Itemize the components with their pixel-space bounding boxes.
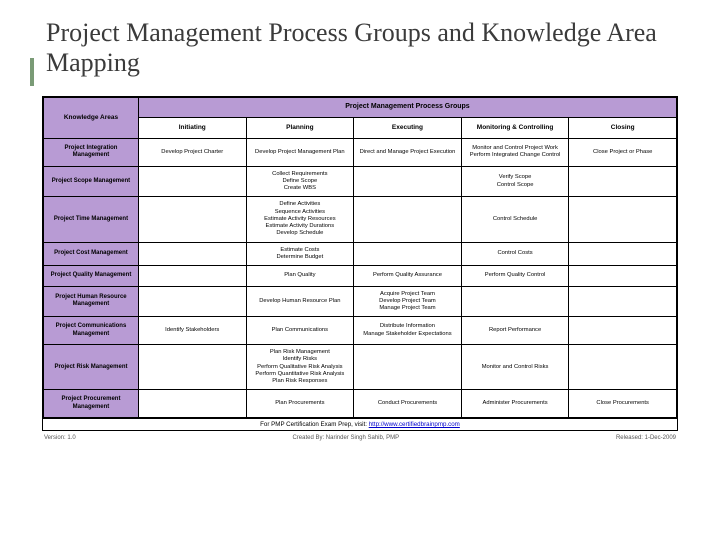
process-cell: Monitor and Control Project Work Perform…: [461, 138, 569, 166]
process-cell: Develop Project Charter: [138, 138, 246, 166]
process-cell: [138, 390, 246, 418]
process-cell: [569, 317, 677, 345]
table-row: Project Risk Management Plan Risk Managem…: [44, 345, 677, 390]
process-cell: Collect Requirements Define Scope Create…: [246, 166, 354, 197]
process-cell: [569, 345, 677, 390]
process-cell: Close Procurements: [569, 390, 677, 418]
pg-monitoring: Monitoring & Controlling: [461, 117, 569, 138]
process-cell: Estimate Costs Determine Budget: [246, 242, 354, 265]
process-cell: [569, 242, 677, 265]
process-cell: Acquire Project Team Develop Project Tea…: [354, 286, 462, 317]
table-row: Project Scope Management Collect Requirem…: [44, 166, 677, 197]
knowledge-areas-header: Knowledge Areas: [44, 97, 139, 138]
process-cell: [569, 286, 677, 317]
process-cell: Control Schedule: [461, 197, 569, 242]
process-cell: [354, 197, 462, 242]
process-cell: Administer Procurements: [461, 390, 569, 418]
version-text: Version: 1.0: [44, 435, 76, 441]
knowledge-area-cell: Project Communications Management: [44, 317, 139, 345]
process-cell: Control Costs: [461, 242, 569, 265]
knowledge-area-cell: Project Procurement Management: [44, 390, 139, 418]
table-row: Project Human Resource Management Develop…: [44, 286, 677, 317]
process-cell: Report Performance: [461, 317, 569, 345]
knowledge-area-cell: Project Risk Management: [44, 345, 139, 390]
table-body: Project Integration ManagementDevelop Pr…: [44, 138, 677, 418]
mapping-table: Knowledge Areas Project Management Proce…: [43, 97, 677, 419]
process-cell: Develop Human Resource Plan: [246, 286, 354, 317]
pg-initiating: Initiating: [138, 117, 246, 138]
process-cell: Plan Communications: [246, 317, 354, 345]
process-cell: Verify Scope Control Scope: [461, 166, 569, 197]
process-cell: [138, 266, 246, 287]
process-cell: Close Project or Phase: [569, 138, 677, 166]
process-cell: Develop Project Management Plan: [246, 138, 354, 166]
footer-link-row: For PMP Certification Exam Prep, visit: …: [43, 418, 677, 430]
process-cell: Conduct Procurements: [354, 390, 462, 418]
table-row: Project Procurement Management Plan Procu…: [44, 390, 677, 418]
bottom-meta: Version: 1.0 Created By: Narinder Singh …: [44, 435, 676, 441]
process-groups-main-header: Project Management Process Groups: [138, 97, 676, 117]
process-cell: [569, 197, 677, 242]
released-text: Released: 1-Dec-2009: [616, 435, 676, 441]
process-cell: Perform Quality Assurance: [354, 266, 462, 287]
created-by-text: Created By: Narinder Singh Sahib, PMP: [292, 435, 399, 441]
process-cell: Plan Risk Management Identify Risks Perf…: [246, 345, 354, 390]
pg-closing: Closing: [569, 117, 677, 138]
page-title: Project Management Process Groups and Kn…: [46, 18, 690, 78]
process-cell: Distribute Information Manage Stakeholde…: [354, 317, 462, 345]
process-cell: Perform Quality Control: [461, 266, 569, 287]
process-cell: [569, 266, 677, 287]
process-cell: [138, 242, 246, 265]
process-cell: [138, 166, 246, 197]
knowledge-area-cell: Project Quality Management: [44, 266, 139, 287]
knowledge-area-cell: Project Integration Management: [44, 138, 139, 166]
knowledge-area-cell: Project Time Management: [44, 197, 139, 242]
knowledge-area-cell: Project Scope Management: [44, 166, 139, 197]
process-cell: [461, 286, 569, 317]
pg-executing: Executing: [354, 117, 462, 138]
process-cell: [354, 242, 462, 265]
table-row: Project Quality ManagementPlan QualityPe…: [44, 266, 677, 287]
process-cell: [138, 286, 246, 317]
footer-link[interactable]: http://www.certifiedbrainpmp.com: [369, 421, 460, 428]
mapping-table-container: Knowledge Areas Project Management Proce…: [42, 96, 678, 432]
process-cell: [138, 197, 246, 242]
process-cell: [569, 166, 677, 197]
process-cell: Identify Stakeholders: [138, 317, 246, 345]
process-cell: Direct and Manage Project Execution: [354, 138, 462, 166]
process-cell: Monitor and Control Risks: [461, 345, 569, 390]
knowledge-area-cell: Project Human Resource Management: [44, 286, 139, 317]
process-cell: [138, 345, 246, 390]
table-row: Project Time Management Define Activities…: [44, 197, 677, 242]
table-row: Project Integration ManagementDevelop Pr…: [44, 138, 677, 166]
table-row: Project Cost Management Estimate Costs De…: [44, 242, 677, 265]
process-cell: Define Activities Sequence Activities Es…: [246, 197, 354, 242]
process-cell: Plan Quality: [246, 266, 354, 287]
pg-planning: Planning: [246, 117, 354, 138]
footer-prefix: For PMP Certification Exam Prep, visit:: [260, 421, 369, 428]
process-cell: Plan Procurements: [246, 390, 354, 418]
process-cell: [354, 166, 462, 197]
process-cell: [354, 345, 462, 390]
process-group-header-row: Initiating Planning Executing Monitoring…: [44, 117, 677, 138]
knowledge-area-cell: Project Cost Management: [44, 242, 139, 265]
accent-bar: [30, 58, 34, 86]
table-row: Project Communications ManagementIdentif…: [44, 317, 677, 345]
